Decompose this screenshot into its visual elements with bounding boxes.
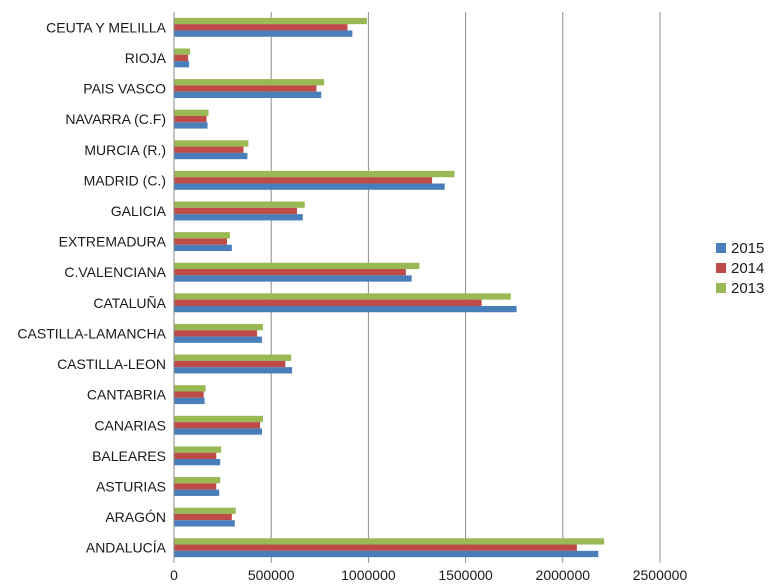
bar-2015 [174, 30, 353, 37]
category-label: GALICIA [111, 203, 167, 219]
category-label: MURCIA (R.) [84, 142, 166, 158]
bar-2014 [174, 269, 406, 276]
category-label: CASTILLA-LEON [57, 356, 166, 372]
bar-2014 [174, 207, 297, 215]
bar-2015 [174, 214, 303, 221]
bar-2013 [174, 415, 263, 423]
bar-2015 [174, 336, 262, 343]
legend-label: 2015 [731, 239, 765, 257]
bar-2014 [174, 85, 317, 92]
bar-2014 [174, 360, 286, 368]
legend-label: 2013 [731, 279, 765, 297]
category-label: RIOJA [125, 50, 167, 66]
legend-item: 2014 [716, 258, 764, 278]
bar-2015 [174, 152, 248, 160]
x-tick-label: 2500000 [633, 567, 688, 583]
bar-2014 [174, 24, 348, 31]
x-tick-labels: 0 500000 1000000 1500000 2000000 2500000 [170, 567, 687, 583]
bar-2014 [174, 391, 204, 398]
bar-2015 [174, 91, 322, 98]
category-label: ASTURIAS [96, 478, 166, 494]
x-tick-label: 500000 [248, 567, 295, 583]
bar-2015 [174, 550, 599, 558]
x-tick-label: 0 [170, 567, 178, 583]
bar-2015 [174, 122, 208, 129]
bar-2013 [174, 446, 222, 453]
bar-2013 [174, 538, 605, 545]
bars [174, 17, 605, 558]
legend-label: 2014 [731, 259, 765, 277]
category-label: CASTILLA-LAMANCHA [17, 325, 166, 341]
bar-2013 [174, 140, 249, 147]
category-label: CANARIAS [94, 417, 166, 433]
x-tick-label: 1500000 [438, 567, 493, 583]
bar-2014 [174, 330, 258, 337]
bar-2014 [174, 483, 217, 490]
category-label: ARAGÓN [105, 509, 166, 525]
category-label: MADRID (C.) [84, 172, 166, 188]
bar-2013 [174, 201, 305, 208]
bar-2015 [174, 397, 205, 405]
legend-swatch [716, 243, 726, 253]
bar-2015 [174, 61, 190, 68]
bar-2013 [174, 48, 191, 55]
category-label: C.VALENCIANA [64, 264, 166, 280]
bar-2014 [174, 513, 232, 521]
bar-2014 [174, 422, 261, 429]
grid-lines [270, 12, 661, 563]
bar-2013 [174, 109, 209, 116]
x-tick-label: 1000000 [341, 567, 396, 583]
legend-item: 2015 [716, 238, 764, 258]
bar-2014 [174, 177, 433, 184]
bar-2015 [174, 459, 221, 466]
bar-2014 [174, 544, 577, 551]
bar-2015 [174, 520, 235, 527]
bar-2013 [174, 323, 263, 331]
bar-2013 [174, 385, 206, 392]
bar-2014 [174, 238, 227, 245]
bar-2015 [174, 428, 262, 435]
bar-2013 [174, 17, 367, 25]
bar-2015 [174, 244, 232, 252]
category-label: NAVARRA (C.F) [65, 111, 166, 127]
category-label: ANDALUCÍA [86, 540, 167, 556]
legend-swatch [716, 263, 726, 273]
bar-2014 [174, 299, 482, 306]
bar-2014 [174, 54, 189, 62]
bar-2015 [174, 489, 220, 496]
x-tick-label: 2000000 [536, 567, 591, 583]
bar-2014 [174, 146, 244, 153]
bar-2013 [174, 232, 230, 239]
category-label: BALEARES [92, 448, 166, 464]
category-label: CEUTA Y MELILLA [46, 19, 166, 35]
bar-2015 [174, 183, 445, 190]
category-label: CATALUÑA [93, 295, 166, 311]
bar-2013 [174, 262, 420, 270]
legend: 2015 2014 2013 [716, 238, 764, 298]
category-labels: ANDALUCÍA ARAGÓN ASTURIAS BALEARES CANARIAS C… [17, 19, 166, 555]
bar-2013 [174, 507, 236, 514]
bar-2013 [174, 170, 455, 178]
bar-2014 [174, 115, 207, 123]
category-label: PAIS VASCO [83, 81, 166, 97]
bar-2013 [174, 79, 325, 86]
category-label: CANTABRIA [87, 387, 167, 403]
bar-2015 [174, 275, 412, 282]
bar-2013 [174, 354, 292, 361]
legend-swatch [716, 283, 726, 293]
bar-2013 [174, 293, 511, 300]
bar-2014 [174, 452, 217, 460]
bar-2015 [174, 367, 293, 374]
legend-item: 2013 [716, 278, 764, 298]
category-label: EXTREMADURA [59, 234, 167, 250]
bar-2013 [174, 477, 221, 484]
bar-2015 [174, 305, 517, 313]
